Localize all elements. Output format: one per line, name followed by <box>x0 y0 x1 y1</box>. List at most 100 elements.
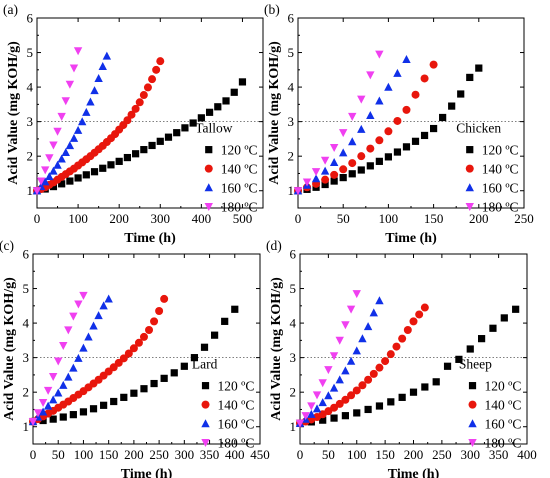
y-tick-label: 5 <box>288 45 295 60</box>
data-point <box>392 342 401 351</box>
legend-marker <box>468 382 477 390</box>
legend-label: 120 ºC <box>218 379 255 394</box>
y-tick-label: 4 <box>288 80 295 95</box>
data-point <box>347 391 356 400</box>
data-point <box>115 157 123 165</box>
data-point <box>65 80 75 89</box>
data-point <box>302 178 312 187</box>
data-point <box>321 180 329 189</box>
x-tick-label: 250 <box>149 447 169 462</box>
x-tick-label: 200 <box>109 211 129 226</box>
legend-label: 160 ºC <box>218 417 255 432</box>
data-point <box>500 314 508 322</box>
data-point <box>69 133 79 142</box>
data-point <box>94 74 103 83</box>
x-tick-label: 150 <box>424 211 444 226</box>
x-axis-title: Time (h) <box>121 467 173 478</box>
fat-type-label: Sheep <box>459 357 492 372</box>
legend-marker <box>468 419 477 428</box>
legend-label: 160 ºC <box>221 181 258 196</box>
data-point <box>466 73 474 82</box>
data-point <box>66 177 74 185</box>
fat-type-label: Chicken <box>456 121 501 136</box>
data-point <box>54 357 63 366</box>
data-point <box>140 385 148 393</box>
x-tick-label: 400 <box>192 211 212 226</box>
data-point <box>341 412 349 420</box>
x-tick-label: 500 <box>233 211 253 226</box>
data-point <box>307 409 316 418</box>
data-point <box>69 312 78 321</box>
data-point <box>135 98 144 107</box>
data-point <box>402 143 411 151</box>
data-point <box>369 308 378 317</box>
chart-panel: 0 50 100 150 200 250 300 350 400 450 1 2 3 4 5 6 Time (h… <box>0 238 270 478</box>
y-tick-label: 1 <box>27 183 34 198</box>
x-tick-label: 250 <box>514 211 534 226</box>
y-tick-label: 5 <box>290 281 297 296</box>
data-point <box>79 291 88 300</box>
data-point <box>375 402 384 410</box>
data-point <box>73 47 83 56</box>
legend-label: 140 ºC <box>482 162 519 177</box>
x-tick-label: 300 <box>151 211 171 226</box>
y-tick-label: 1 <box>288 183 295 198</box>
data-point <box>402 105 411 114</box>
y-axis-title: Acid Value (mg KOH/g) <box>2 277 17 421</box>
data-point <box>387 398 395 406</box>
data-point <box>49 182 58 191</box>
data-series <box>293 50 384 196</box>
data-point <box>319 416 327 424</box>
legend-marker <box>468 400 477 409</box>
legend-entry: 180 ºC <box>465 200 519 215</box>
data-point <box>512 305 520 313</box>
legend-marker <box>201 439 210 448</box>
data-point <box>324 366 333 375</box>
data-point <box>363 322 373 331</box>
data-point <box>84 332 93 341</box>
data-point <box>100 401 108 409</box>
data-point <box>384 82 393 91</box>
legend-marker <box>465 183 474 192</box>
data-point <box>53 160 62 169</box>
data-point <box>79 343 88 352</box>
data-point <box>89 405 98 413</box>
data-point <box>339 129 348 138</box>
data-point <box>311 168 321 177</box>
data-point <box>214 103 222 111</box>
data-point <box>102 51 112 60</box>
legend-label: 140 ºC <box>221 162 258 177</box>
data-point <box>86 97 95 106</box>
data-point <box>58 180 66 188</box>
data-point <box>398 393 406 401</box>
y-tick-label: 3 <box>27 114 34 129</box>
x-axis-title: Time (h) <box>385 231 437 246</box>
data-point <box>39 416 47 425</box>
y-tick-label: 1 <box>23 419 30 434</box>
data-series <box>32 47 83 196</box>
legend-label: 120 ºC <box>482 143 519 158</box>
data-point <box>457 90 465 98</box>
x-tick-label: 150 <box>99 447 119 462</box>
plot-frame <box>32 253 261 445</box>
data-point <box>366 144 375 153</box>
data-point <box>200 343 209 351</box>
x-tick-label: 250 <box>432 447 452 462</box>
panel-label: (c) <box>0 238 14 253</box>
data-point <box>104 294 113 303</box>
data-point <box>180 362 188 370</box>
data-series <box>295 296 384 427</box>
data-point <box>124 349 133 358</box>
data-point <box>36 177 46 186</box>
data-point <box>132 150 140 158</box>
legend-marker <box>465 203 474 212</box>
data-point <box>318 398 327 407</box>
data-point <box>150 379 158 388</box>
data-point <box>211 331 219 339</box>
x-tick-label: 300 <box>461 447 481 462</box>
data-point <box>148 75 157 84</box>
data-point <box>82 171 90 179</box>
data-point <box>61 97 70 106</box>
legend-marker <box>465 164 474 173</box>
data-point <box>364 405 372 414</box>
